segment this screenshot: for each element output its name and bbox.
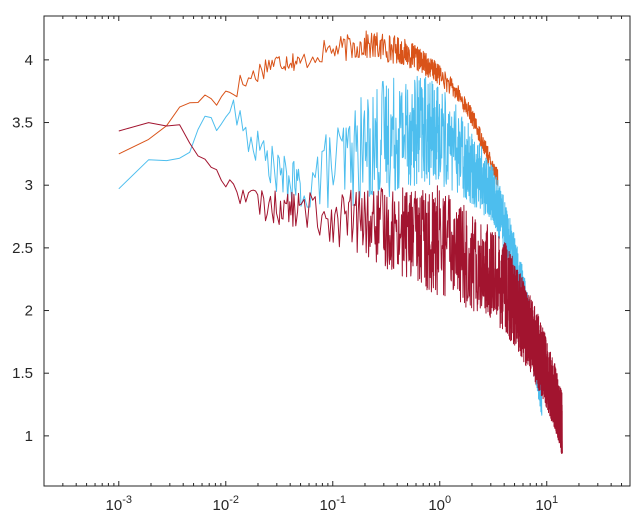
x-tick-labels: 10-3 10-2 10-1 100 101 [106,494,559,514]
x-tick-label-base: 10 [535,497,552,514]
y-tick-label: 2.5 [12,240,33,257]
x-tick-label: 10-1 [320,494,346,514]
y-tick-label: 4 [25,52,33,69]
x-tick-label-base: 10 [320,497,337,514]
y-tick-label: 1 [25,428,33,445]
y-tick-label: 3 [25,177,33,194]
x-tick-label: 101 [535,494,558,514]
x-tick-label-exponent: -2 [229,494,239,506]
x-tick-label-base: 10 [213,497,230,514]
y-tick-label: 2 [25,303,33,320]
y-tick-label: 3.5 [12,115,33,132]
x-tick-label-exponent: 1 [552,494,558,506]
x-tick-label: 100 [428,494,451,514]
y-tick-label: 1.5 [12,365,33,382]
y-tick-labels: 1 1.5 2 2.5 3 3.5 4 [12,52,33,445]
x-tick-label-base: 10 [428,497,445,514]
x-tick-label-base: 10 [106,497,123,514]
x-tick-label-exponent: -3 [122,494,132,506]
x-tick-label: 10-3 [106,494,132,514]
x-tick-label: 10-2 [213,494,239,514]
x-tick-label-exponent: -1 [336,494,346,506]
x-tick-label-exponent: 0 [445,494,451,506]
series-layer [119,31,563,454]
